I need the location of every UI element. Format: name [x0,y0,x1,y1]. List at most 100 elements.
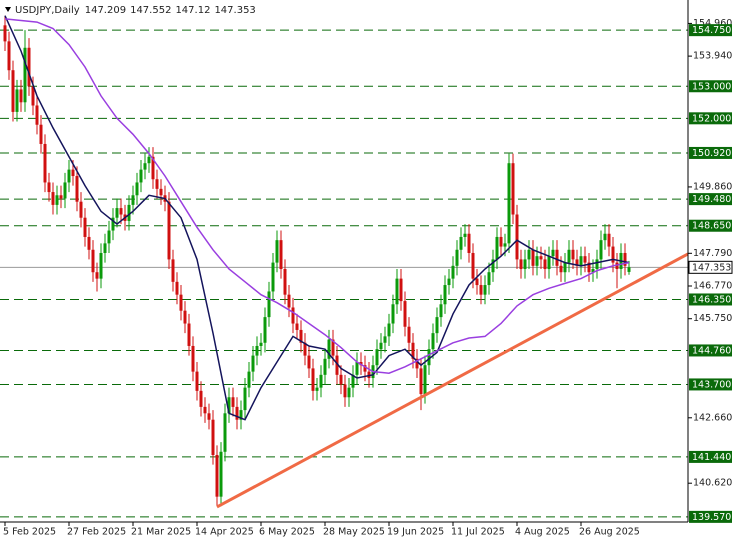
level-box [689,450,732,463]
candle-body [219,451,223,497]
candle-body [231,397,235,407]
candle-body [223,413,227,452]
candle-body [199,390,203,407]
high-value: 147.552 [130,5,171,16]
candle-body [475,278,479,286]
candle-body [67,169,71,183]
candle-body [47,182,51,193]
candle-body [495,236,499,260]
candle-body [627,267,631,272]
level-box [689,24,732,37]
candle-body [483,285,487,295]
level-box [689,293,732,306]
candle-body [39,124,43,144]
candle-body [19,89,23,103]
candle-body [363,365,367,372]
candle-body [119,208,123,215]
candle-body [7,41,11,71]
candle-body [431,333,435,350]
candle-body [459,236,463,250]
candle-body [299,329,303,343]
candle-body [335,355,339,375]
candle-body [139,169,143,183]
candle-body [387,323,391,337]
candle-body [471,252,475,279]
candle-body [435,317,439,334]
candle-body [547,256,551,270]
candle-body [239,410,243,420]
candle-body [143,163,147,170]
x-tick-label: 4 Aug 2025 [515,527,570,538]
candle-body [303,342,307,356]
candle-body [159,188,163,196]
moving-average [4,18,630,374]
candle-body [539,256,543,260]
candle-body [599,240,603,260]
candle-body [171,259,175,282]
candle-body [523,259,527,270]
candle-body [135,182,139,196]
candle-body [339,374,343,385]
candle-body [27,47,31,87]
x-tick-label: 5 Feb 2025 [3,527,56,538]
menu-triangle[interactable] [5,7,11,12]
candle-body [323,358,327,375]
candle-body [587,262,591,273]
candle-body [531,249,535,266]
candle-body [379,342,383,350]
x-tick-label: 6 May 2025 [259,527,315,538]
candle-body [51,192,55,205]
level-label: 144.760 [692,345,731,356]
candle-body [23,47,27,103]
candle-body [527,249,531,260]
level-box [689,219,732,232]
x-tick-label: 27 Feb 2025 [67,527,126,538]
candle-body [235,406,239,420]
candle-body [543,259,547,270]
candle-body [551,249,555,257]
candle-body [207,413,211,420]
candle-body [107,230,111,244]
x-tick-label: 26 Aug 2025 [579,527,640,538]
candle-body [179,294,183,311]
candle-body [203,406,207,414]
candle-body [243,387,247,411]
candle-body [191,345,195,372]
y-tick-label: 140.620 [693,478,732,489]
candle-body [535,256,539,266]
candle-body [487,272,491,286]
candle-body [407,326,411,343]
x-tick-label: 28 May 2025 [323,527,385,538]
candle-body [575,259,579,266]
y-tick-label: 149.860 [693,181,732,192]
candle-body [35,105,39,125]
candle-body [563,262,567,273]
candle-body [611,246,615,263]
candle-body [439,304,443,318]
candle-body [391,304,395,324]
candle-body [623,252,627,266]
candle-body [307,355,311,369]
level-box [689,344,732,357]
candle-body [211,419,215,455]
level-label: 154.750 [692,25,731,36]
candle-body [595,259,599,270]
candle-body [91,249,95,273]
candle-body [267,291,271,318]
candle-body [395,278,399,305]
y-tick-label: 146.770 [693,281,732,292]
candle-body [147,156,151,164]
candle-body [423,365,427,395]
current-price-label: 147.353 [692,262,731,273]
candle-body [327,339,331,359]
candle-body [87,236,91,250]
candle-body [3,25,7,42]
candle-body [175,281,179,295]
current-price-box [688,260,733,274]
trend-line [216,252,688,509]
level-label: 152.000 [692,113,731,124]
y-tick-label: 142.660 [693,412,732,423]
candle-body [251,355,255,372]
candle-body [603,233,607,241]
level-box [689,510,732,523]
